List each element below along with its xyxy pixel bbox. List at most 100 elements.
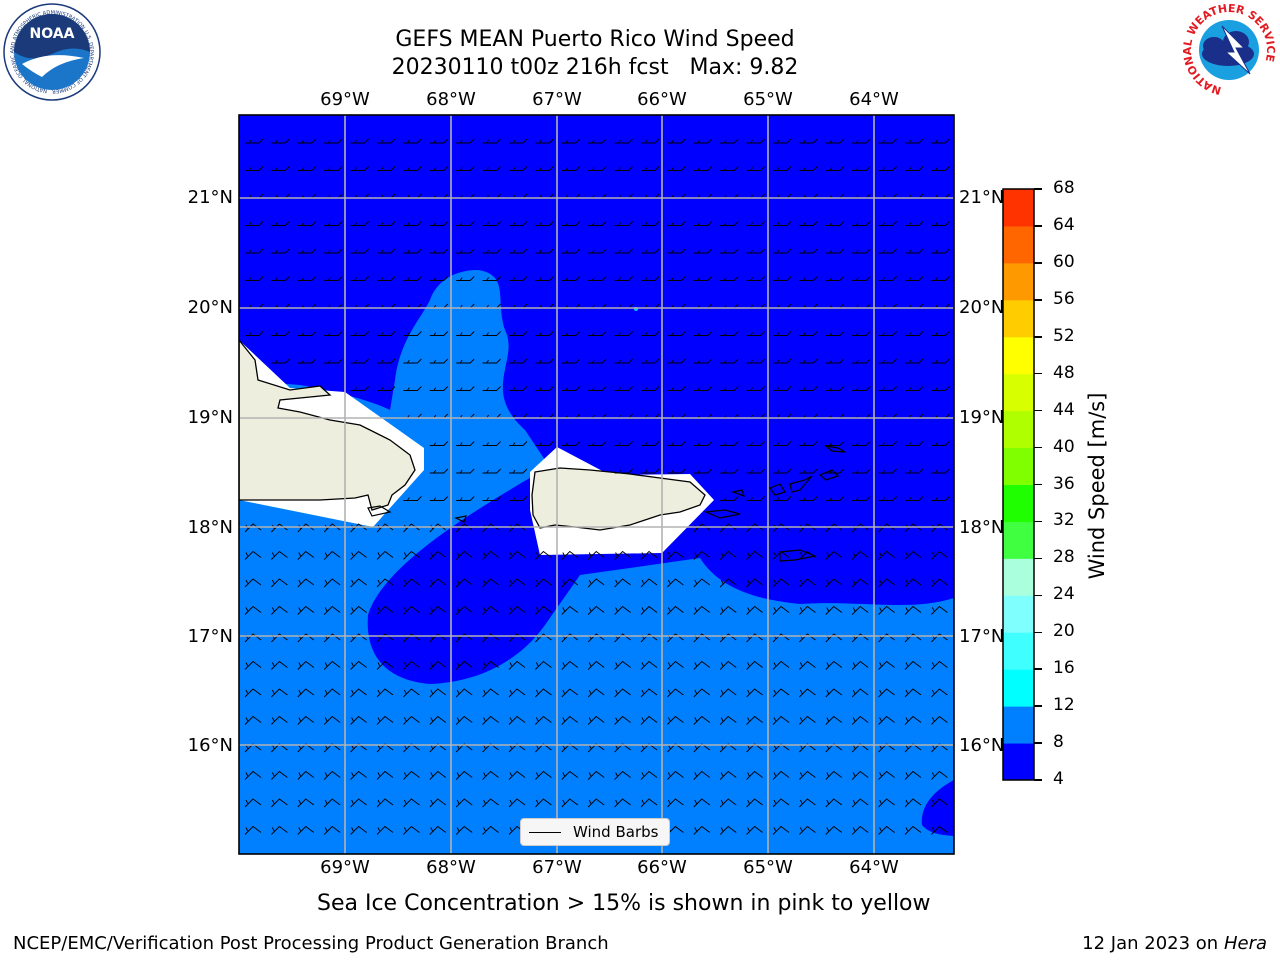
wind-barb bbox=[456, 468, 475, 474]
wind-barb bbox=[852, 441, 871, 446]
wind-barb bbox=[297, 798, 315, 808]
wind-barb bbox=[376, 578, 394, 588]
wind-barb bbox=[244, 550, 262, 560]
wind-barb bbox=[297, 276, 317, 281]
wind-barb bbox=[508, 605, 526, 615]
wind-barb bbox=[667, 798, 684, 808]
wind-barb bbox=[482, 578, 499, 588]
wind-barb bbox=[931, 166, 950, 171]
map-subtitle: 20230110 t00z 216h fcst Max: 9.82 bbox=[391, 55, 799, 80]
wind-barb bbox=[456, 138, 475, 144]
wind-barb bbox=[719, 715, 737, 725]
footer-machine: Hera bbox=[1223, 933, 1267, 954]
wind-barb bbox=[772, 550, 790, 560]
wind-barb bbox=[535, 605, 552, 615]
wind-barb bbox=[851, 660, 869, 670]
wind-barb bbox=[799, 578, 816, 588]
wind-barb bbox=[271, 276, 290, 281]
wind-barb bbox=[403, 276, 422, 281]
wind-barb bbox=[799, 138, 818, 144]
wind-barb bbox=[403, 770, 420, 780]
wind-barb bbox=[878, 688, 895, 698]
wind-barb bbox=[746, 331, 765, 336]
wind-barb bbox=[852, 386, 871, 391]
wind-barb bbox=[271, 715, 288, 725]
wind-barb bbox=[693, 660, 711, 670]
wind-barb bbox=[482, 715, 499, 725]
wind-barb bbox=[878, 358, 897, 364]
wind-barb bbox=[403, 550, 420, 560]
colorbar-tick-mark bbox=[1034, 705, 1042, 707]
wind-barb bbox=[350, 386, 369, 391]
wind-barb bbox=[455, 550, 473, 560]
footer-date-text: 12 Jan 2023 on bbox=[1082, 933, 1224, 954]
wind-barb bbox=[904, 578, 922, 588]
colorbar-tick-mark bbox=[1034, 557, 1042, 560]
wind-barb bbox=[482, 798, 499, 808]
wind-barb bbox=[825, 770, 843, 780]
wind-barb bbox=[350, 605, 367, 615]
noaa-logo: NOAA NATIONAL OCEANIC AND ATMOSPHERIC AD… bbox=[2, 2, 101, 101]
wind-barb bbox=[641, 166, 660, 171]
wind-barb bbox=[851, 715, 869, 725]
colorbar-band bbox=[1003, 262, 1034, 301]
lat-label: 18°N bbox=[959, 517, 1005, 538]
colorbar-tick-label: 44 bbox=[1053, 399, 1075, 420]
wind-barb bbox=[693, 386, 713, 391]
wind-barb bbox=[905, 276, 924, 281]
wind-barb bbox=[271, 688, 288, 698]
wind-barb bbox=[719, 578, 737, 588]
wind-barb bbox=[482, 770, 499, 780]
wind-barb bbox=[482, 550, 499, 560]
wind-barb bbox=[561, 221, 581, 226]
colorbar-tick-label: 40 bbox=[1053, 436, 1075, 457]
noaa-logo-text: NOAA bbox=[30, 26, 75, 42]
wind-barb bbox=[641, 221, 660, 226]
wind-barb bbox=[693, 688, 711, 698]
wind-barb bbox=[324, 138, 343, 144]
wind-barb bbox=[641, 331, 660, 336]
wind-barb bbox=[904, 770, 922, 780]
wind-barb bbox=[693, 331, 713, 336]
wind-barb bbox=[429, 166, 449, 171]
wind-barb bbox=[667, 688, 684, 698]
wind-barb bbox=[244, 715, 262, 725]
wind-barb bbox=[429, 248, 449, 254]
wind-barb bbox=[640, 688, 658, 698]
colorbar-band bbox=[1003, 373, 1034, 412]
wind-barb bbox=[904, 715, 922, 725]
lon-label: 65°W bbox=[743, 89, 793, 110]
wind-barb bbox=[693, 605, 711, 615]
colorbar-tick-label: 12 bbox=[1053, 695, 1075, 716]
wind-barb bbox=[535, 798, 552, 808]
colorbar-tick-mark bbox=[1034, 336, 1042, 338]
wind-barb bbox=[561, 276, 581, 281]
wind-barb bbox=[878, 798, 895, 808]
wind-barb bbox=[852, 358, 871, 364]
wind-barb bbox=[720, 358, 739, 364]
footer-date: 12 Jan 2023 on Hera bbox=[1082, 933, 1267, 954]
wind-barb bbox=[693, 770, 711, 780]
wind-barb bbox=[509, 441, 528, 446]
wind-barb bbox=[640, 770, 658, 780]
wind-barb bbox=[693, 221, 713, 226]
wind-barb bbox=[297, 578, 315, 588]
colorbar-tick-mark bbox=[1034, 299, 1042, 301]
wind-barb bbox=[561, 248, 581, 254]
wind-barb bbox=[324, 248, 343, 254]
wind-barb bbox=[772, 660, 790, 670]
wind-barb bbox=[561, 358, 581, 364]
wind-barb bbox=[799, 331, 818, 336]
wind-barb bbox=[746, 276, 765, 281]
wind-barb bbox=[561, 578, 579, 588]
wind-barb bbox=[825, 825, 843, 835]
wind-barb bbox=[905, 331, 924, 336]
wind-barb bbox=[851, 605, 869, 615]
wind-barb bbox=[297, 331, 317, 336]
wind-barb bbox=[825, 715, 843, 725]
wind-barb bbox=[693, 550, 711, 560]
wind-barb bbox=[719, 825, 737, 835]
wind-barb bbox=[851, 770, 869, 780]
colorbar-tick-label: 8 bbox=[1053, 732, 1064, 753]
wind-barb bbox=[587, 660, 605, 670]
